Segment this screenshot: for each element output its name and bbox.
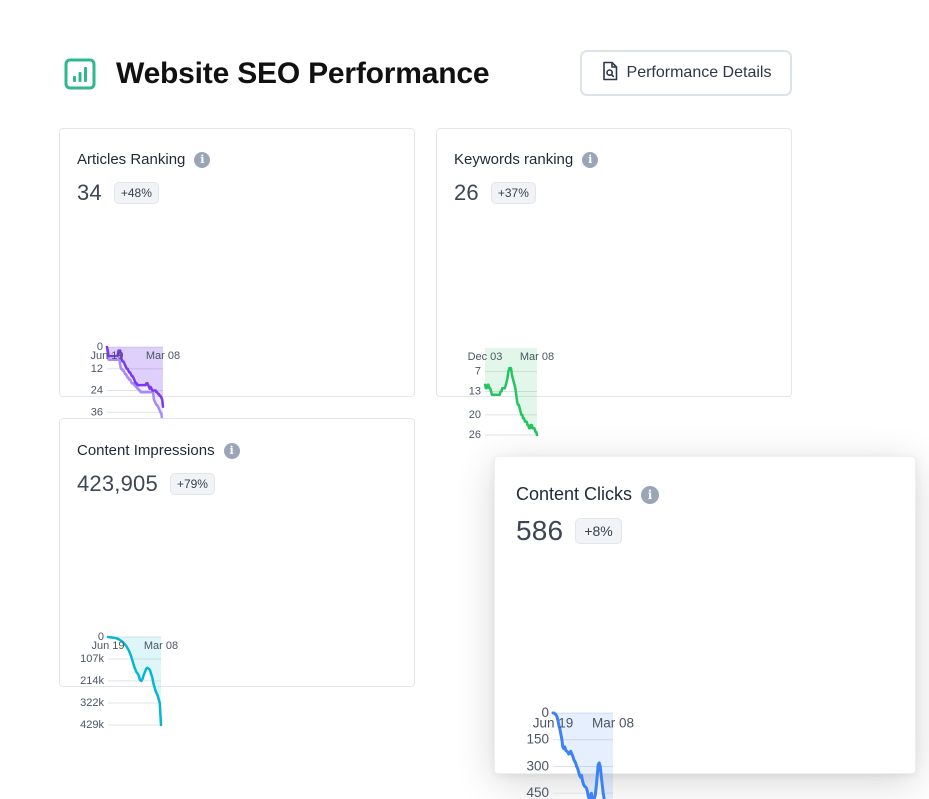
change-badge: +8% [575, 518, 622, 544]
info-icon[interactable]: i [223, 442, 240, 459]
card-title-label: Content Impressions [77, 442, 215, 459]
series-line [551, 711, 606, 799]
x-tick-label: Mar 08 [144, 640, 178, 652]
content-impressions-card: Content Impressions i 423,905 +79% 0 107k… [59, 418, 415, 731]
y-tick-label: 214k [80, 675, 104, 687]
metric-value: 586 [516, 515, 564, 546]
y-tick-label: 0 [97, 341, 103, 353]
performance-details-label: Performance Details [626, 64, 772, 81]
change-badge: +79% [169, 473, 215, 495]
info-icon[interactable]: i [194, 151, 211, 168]
y-tick-label: 0 [98, 631, 104, 643]
content-clicks-title: Content Clicks i [516, 484, 660, 505]
x-tick-label: Jun 19 [91, 640, 124, 652]
keywords-ranking-title: Keywords ranking i [454, 151, 599, 168]
y-tick-label: 0 [541, 705, 549, 720]
series-line [105, 345, 165, 409]
x-tick-label: Jun 19 [533, 716, 574, 731]
card-title-label: Keywords ranking [454, 151, 574, 168]
metric-value: 26 [454, 180, 479, 205]
keywords-ranking-chart: 7 13 20 26 Dec 03 Mar 08 [468, 348, 554, 441]
y-tick-label: 24 [91, 385, 103, 397]
y-tick-label: 107k [80, 653, 104, 665]
content-impressions-title: Content Impressions i [77, 442, 240, 459]
y-tick-label: 322k [80, 697, 104, 709]
change-badge: +48% [113, 182, 159, 204]
info-icon[interactable]: i [582, 151, 599, 168]
y-tick-label: 150 [526, 732, 549, 747]
keywords-ranking-metric: 26 +37% [454, 180, 536, 206]
x-tick-label: Mar 08 [146, 350, 180, 362]
series-line [105, 345, 165, 434]
metric-value: 423,905 [77, 471, 158, 496]
chart-logo-icon [64, 58, 96, 90]
keywords-ranking-card: Keywords ranking i 26 +37% 7 13 20 26 Dec 03… [436, 128, 792, 441]
card-title-label: Content Clicks [516, 484, 633, 504]
series-area [108, 637, 161, 725]
articles-ranking-title: Articles Ranking i [77, 151, 211, 168]
content-impressions-metric: 423,905 +79% [77, 471, 215, 497]
y-tick-label: 20 [469, 409, 481, 421]
x-tick-label: Jun 19 [90, 350, 123, 362]
y-tick-label: 36 [91, 406, 103, 418]
series-line [483, 366, 539, 437]
content-clicks-metric: 586 +8% [516, 515, 622, 547]
page-title: Website SEO Performance [116, 57, 490, 90]
y-tick-label: 12 [91, 363, 103, 375]
articles-ranking-card: Articles Ranking i 34 +48% 012243648Jun … [59, 128, 415, 440]
articles-ranking-metric: 34 +48% [77, 180, 159, 206]
y-tick-label: 450 [526, 785, 549, 799]
info-icon[interactable]: i [641, 485, 660, 504]
card-title-label: Articles Ranking [77, 151, 186, 168]
y-tick-label: 429k [80, 719, 104, 731]
series-line [106, 635, 163, 727]
change-badge: +37% [490, 182, 536, 204]
performance-details-button[interactable]: Performance Details [580, 50, 792, 96]
document-search-icon [601, 61, 619, 86]
y-tick-label: 7 [475, 366, 481, 378]
series-area [485, 348, 537, 435]
series-area [107, 347, 163, 407]
y-tick-label: 300 [526, 758, 549, 773]
metric-value: 34 [77, 180, 102, 205]
y-tick-label: 26 [469, 429, 481, 441]
x-tick-label: Dec 03 [468, 351, 503, 363]
series-area [553, 713, 613, 799]
content-clicks-card: Content Clicks i 586 +8% 0150300450600Ju… [494, 456, 916, 799]
content-impressions-chart: 0 107k 214k 322k 429k Jun 19 Mar 08 [80, 631, 178, 731]
x-tick-label: Mar 08 [592, 716, 634, 731]
x-tick-label: Mar 08 [520, 351, 554, 363]
y-tick-label: 13 [469, 386, 481, 398]
